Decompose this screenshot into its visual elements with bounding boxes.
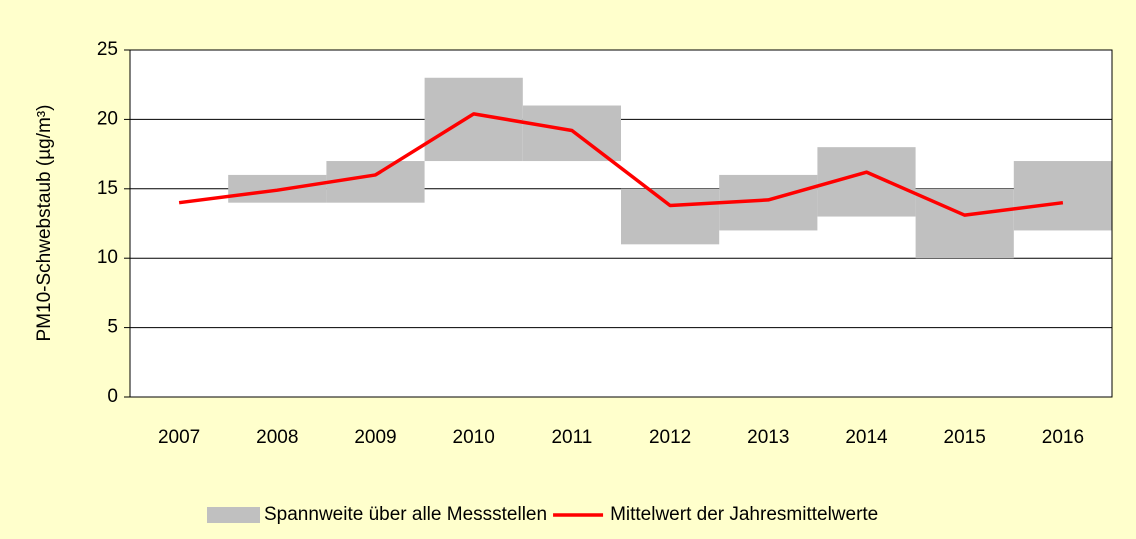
x-tick-label: 2008 — [256, 427, 298, 448]
x-tick-label: 2015 — [944, 427, 986, 448]
y-tick-label: 0 — [107, 386, 118, 407]
x-tick-label: 2009 — [354, 427, 396, 448]
y-tick-label: 25 — [97, 39, 118, 60]
range-bar — [621, 188, 720, 245]
y-tick-label: 20 — [97, 108, 118, 129]
y-tick-label: 15 — [97, 178, 118, 199]
legend-label: Spannweite über alle Messstellen — [264, 504, 547, 525]
x-tick-label: 2011 — [551, 427, 592, 448]
x-tick-label: 2012 — [649, 427, 691, 448]
legend-label: Mittelwert der Jahresmittelwerte — [610, 504, 878, 525]
range-bar — [522, 105, 621, 162]
x-tick-label: 2007 — [158, 427, 200, 448]
y-tick-label: 5 — [107, 317, 118, 338]
x-tick-label: 2010 — [453, 427, 495, 448]
y-axis-label: PM10-Schwebstaub (µg/m³) — [34, 105, 55, 342]
range-bar — [1013, 161, 1112, 231]
x-tick-label: 2014 — [845, 427, 888, 448]
x-tick-label: 2016 — [1042, 427, 1084, 448]
range-bar — [326, 161, 425, 203]
plot-border — [129, 49, 1113, 398]
x-tick-label: 2013 — [747, 427, 789, 448]
line — [178, 112, 1064, 217]
y-tick-label: 10 — [97, 247, 118, 268]
legend-swatch — [207, 507, 260, 523]
